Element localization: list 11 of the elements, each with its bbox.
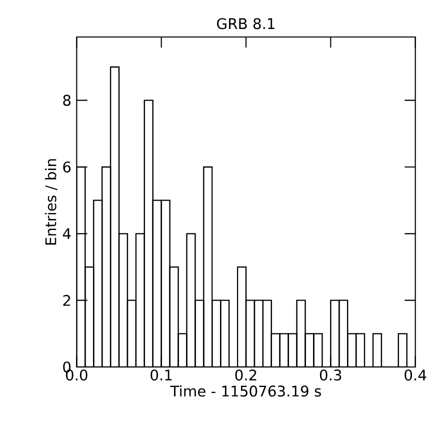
x-tick-label: 0.1: [150, 370, 172, 381]
x-tick-label: 0.2: [235, 370, 256, 381]
x-tick-label: 0.4: [404, 370, 426, 381]
y-tick-label: 8: [63, 94, 71, 106]
y-tick-label: 4: [62, 228, 71, 240]
y-tick-label: 2: [63, 294, 70, 306]
x-tick-label: 0.3: [320, 370, 342, 381]
chart-title: GRB 8.1: [217, 18, 274, 30]
y-axis-title: Entries / bin: [44, 159, 58, 245]
x-axis-title: Time - 1150763.19 s: [170, 385, 321, 397]
y-tick-label: 6: [63, 161, 71, 173]
